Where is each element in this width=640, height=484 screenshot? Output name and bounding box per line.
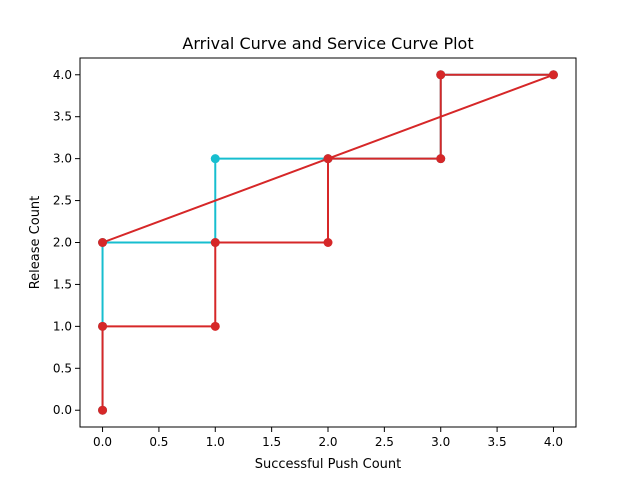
y-tick-label: 3.5 [53, 110, 72, 124]
series-2 [98, 70, 558, 415]
series-2-point [210, 321, 220, 331]
y-tick-label: 0.5 [53, 361, 72, 375]
series-1-point [210, 154, 220, 164]
x-tick-label: 3.5 [488, 435, 507, 449]
y-tick-label: 0.0 [53, 403, 72, 417]
series-2-point [210, 238, 220, 247]
x-tick-label: 1.0 [206, 435, 225, 449]
x-tick-label: 3.0 [431, 435, 450, 449]
y-tick-label: 1.5 [53, 277, 72, 291]
series-2-point [98, 238, 108, 247]
series-2-point [548, 70, 558, 80]
series-2-point [436, 70, 446, 80]
y-tick-label: 1.0 [53, 319, 72, 333]
x-tick-label: 1.5 [262, 435, 281, 449]
series-2-point [323, 238, 333, 247]
series-2-point [98, 321, 108, 331]
series-2-point [98, 405, 108, 415]
y-axis-label: Release Count [28, 196, 43, 290]
axes-frame [79, 57, 577, 428]
y-tick-label: 2.5 [53, 194, 72, 208]
y-tick-label: 2.0 [53, 236, 72, 250]
y-tick-label: 4.0 [53, 68, 72, 82]
series-2-point [436, 154, 446, 164]
x-tick-label: 2.0 [318, 435, 337, 449]
x-tick-label: 0.5 [149, 435, 168, 449]
chart-title: Arrival Curve and Service Curve Plot [182, 34, 473, 53]
x-axis-label: Successful Push Count [255, 457, 402, 472]
y-tick-label: 3.0 [53, 152, 72, 166]
x-tick-label: 4.0 [544, 435, 563, 449]
x-tick-label: 2.5 [375, 435, 394, 449]
series-2-point [323, 154, 333, 164]
series-layer [98, 70, 558, 415]
axis-ticks: 0.0 0.5 1.0 1.5 2.0 2.5 3.0 3.5 4.0 0.0 0.5 1.0 1.5 2… [53, 68, 563, 449]
series-2-line [101, 73, 555, 411]
x-tick-label: 0.0 [93, 435, 112, 449]
